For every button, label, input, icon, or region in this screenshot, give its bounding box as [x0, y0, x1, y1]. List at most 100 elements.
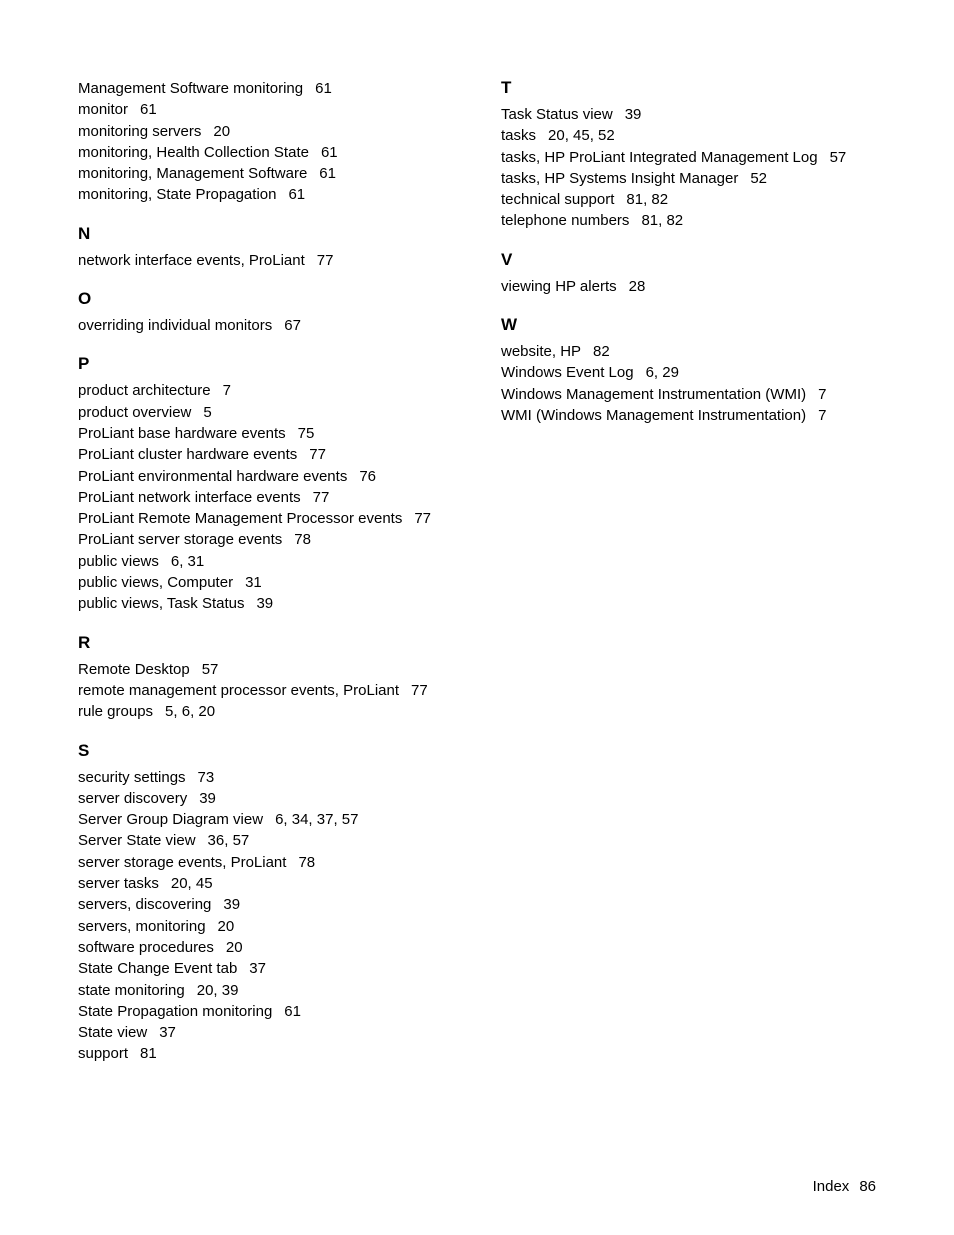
index-pages[interactable]: 37 — [249, 960, 266, 977]
index-section-letter: V — [501, 250, 876, 270]
index-pages[interactable]: 61 — [288, 186, 305, 203]
index-pages[interactable]: 78 — [294, 531, 311, 548]
index-pages[interactable]: 52 — [750, 170, 767, 187]
index-section-letter: T — [501, 78, 876, 98]
index-entry: monitoring, State Propagation 61 — [78, 184, 453, 205]
index-entry: public views, Computer31 — [78, 572, 453, 593]
index-entry: overriding individual monitors 67 — [78, 315, 453, 336]
index-pages[interactable]: 39 — [625, 106, 642, 123]
index-term: ProLiant Remote Management Processor eve… — [78, 510, 402, 527]
index-entry: monitoring, Management Software 61 — [78, 163, 453, 184]
index-pages[interactable]: 67 — [284, 317, 301, 334]
index-pages[interactable]: 36, 57 — [208, 832, 250, 849]
index-term: website, HP — [501, 343, 581, 360]
index-pages[interactable]: 77 — [317, 252, 334, 269]
index-pages[interactable]: 81, 82 — [641, 212, 683, 229]
index-pages[interactable]: 31 — [245, 574, 262, 591]
index-entry: tasks, HP Systems Insight Manager52 — [501, 168, 876, 189]
index-pages[interactable]: 20 — [226, 939, 243, 956]
index-pages[interactable]: 61 — [140, 101, 157, 118]
index-section-letter: P — [78, 354, 453, 374]
index-entry: security settings73 — [78, 767, 453, 788]
index-section-letter: N — [78, 224, 453, 244]
index-entry: Task Status view39 — [501, 104, 876, 125]
index-column-left: Management Software monitoring 61 monitor 6… — [78, 78, 453, 1065]
index-term: ProLiant base hardware events — [78, 425, 286, 442]
footer-label: Index — [813, 1178, 850, 1195]
index-pages[interactable]: 20, 45 — [171, 875, 213, 892]
index-entry: public views, Task Status39 — [78, 593, 453, 614]
index-term: tasks — [501, 127, 536, 144]
index-pages[interactable]: 20, 45, 52 — [548, 127, 615, 144]
index-pages[interactable]: 7 — [223, 382, 231, 399]
index-pages[interactable]: 39 — [256, 595, 273, 612]
index-entry: Windows Management Instrumentation (WMI)… — [501, 384, 876, 405]
index-entry: server tasks20, 45 — [78, 873, 453, 894]
index-term: support — [78, 1045, 128, 1062]
index-pages[interactable]: 81 — [140, 1045, 157, 1062]
index-entry: viewing HP alerts 28 — [501, 276, 876, 297]
index-pages[interactable]: 20, 39 — [197, 982, 239, 999]
index-pages[interactable]: 77 — [414, 510, 431, 527]
index-pages[interactable]: 61 — [284, 1003, 301, 1020]
index-pages[interactable]: 37 — [159, 1024, 176, 1041]
index-pages[interactable]: 6, 34, 37, 57 — [275, 811, 358, 828]
index-pages[interactable]: 81, 82 — [626, 191, 668, 208]
index-term: Management Software monitoring — [78, 80, 303, 97]
index-pages[interactable]: 73 — [198, 769, 215, 786]
index-entry: ProLiant server storage events78 — [78, 529, 453, 550]
index-term: server discovery — [78, 790, 187, 807]
index-pages[interactable]: 57 — [830, 149, 847, 166]
index-entry: website, HP 82 — [501, 341, 876, 362]
index-pages[interactable]: 7 — [818, 386, 826, 403]
index-pages[interactable]: 82 — [593, 343, 610, 360]
index-pages[interactable]: 20 — [218, 918, 235, 935]
index-term: software procedures — [78, 939, 214, 956]
index-section-letter: O — [78, 289, 453, 309]
index-term: viewing HP alerts — [501, 278, 617, 295]
index-term: Server State view — [78, 832, 196, 849]
index-term: ProLiant environmental hardware events — [78, 468, 347, 485]
index-pages[interactable]: 57 — [202, 661, 219, 678]
index-pages[interactable]: 76 — [359, 468, 376, 485]
index-pages[interactable]: 61 — [321, 144, 338, 161]
index-entry: monitoring servers 20 — [78, 121, 453, 142]
index-entry: ProLiant network interface events77 — [78, 487, 453, 508]
index-entry: tasks, HP ProLiant Integrated Management… — [501, 147, 876, 168]
index-pages[interactable]: 61 — [319, 165, 336, 182]
index-pages[interactable]: 39 — [199, 790, 216, 807]
index-pages[interactable]: 78 — [298, 854, 315, 871]
index-entry: WMI (Windows Management Instrumentation)… — [501, 405, 876, 426]
index-term: monitoring, State Propagation — [78, 186, 276, 203]
index-term: monitoring servers — [78, 123, 201, 140]
index-pages[interactable]: 5, 6, 20 — [165, 703, 215, 720]
index-term: telephone numbers — [501, 212, 629, 229]
index-entry: ProLiant cluster hardware events77 — [78, 444, 453, 465]
index-pages[interactable]: 77 — [313, 489, 330, 506]
index-pages[interactable]: 5 — [203, 404, 211, 421]
index-pages[interactable]: 39 — [223, 896, 240, 913]
index-term: Windows Event Log — [501, 364, 634, 381]
index-entry: State view37 — [78, 1022, 453, 1043]
index-pages[interactable]: 77 — [309, 446, 326, 463]
index-term: overriding individual monitors — [78, 317, 272, 334]
index-pages[interactable]: 6, 29 — [646, 364, 679, 381]
page-footer: Index86 — [813, 1178, 876, 1195]
index-pages[interactable]: 28 — [629, 278, 646, 295]
index-pages[interactable]: 77 — [411, 682, 428, 699]
index-term: tasks, HP ProLiant Integrated Management… — [501, 149, 818, 166]
index-pages[interactable]: 20 — [213, 123, 230, 140]
index-pages[interactable]: 61 — [315, 80, 332, 97]
index-entry: product architecture7 — [78, 380, 453, 401]
index-entry: State Change Event tab37 — [78, 958, 453, 979]
index-term: technical support — [501, 191, 614, 208]
index-pages[interactable]: 6, 31 — [171, 553, 204, 570]
index-pages[interactable]: 7 — [818, 407, 826, 424]
index-entry: software procedures 20 — [78, 937, 453, 958]
index-term: remote management processor events, ProL… — [78, 682, 399, 699]
index-column-right: T Task Status view39 tasks 20, 45, 52 tasks,… — [501, 78, 876, 1065]
index-term: monitoring, Management Software — [78, 165, 307, 182]
index-term: monitor — [78, 101, 128, 118]
index-pages[interactable]: 75 — [298, 425, 315, 442]
index-term: Remote Desktop — [78, 661, 190, 678]
